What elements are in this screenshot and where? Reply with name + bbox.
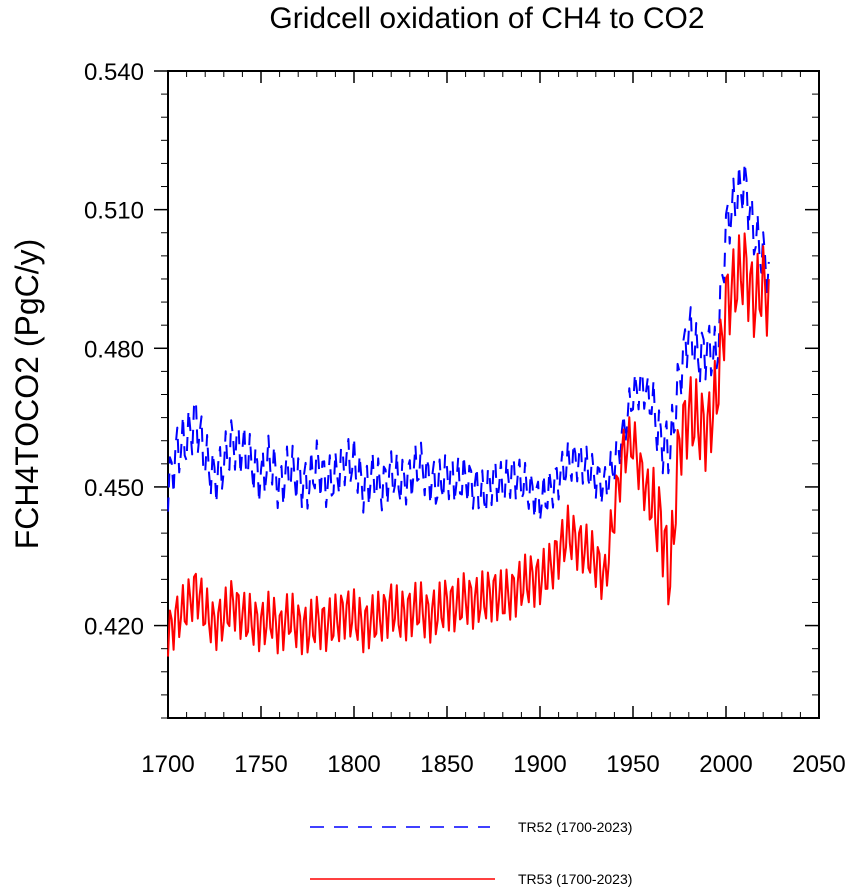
y-tick-label: 0.420 xyxy=(84,614,144,641)
x-tick-label: 1950 xyxy=(606,751,659,778)
x-tick-label: 1850 xyxy=(420,751,473,778)
x-tick-label: 1900 xyxy=(513,751,566,778)
series-line-tr52 xyxy=(167,161,770,522)
legend-label-tr53: TR53 (1700-2023) xyxy=(518,871,632,887)
y-tick-label: 0.480 xyxy=(84,336,144,363)
x-tick-label: 2000 xyxy=(699,751,752,778)
plot-area: 1700 1750 1800 1850 1900 1950 2000 2050 0.420 0.4… xyxy=(84,59,846,778)
x-tick-label: 1800 xyxy=(327,751,380,778)
series-layer xyxy=(167,161,770,657)
y-tick-label: 0.510 xyxy=(84,198,144,225)
legend-entry-tr52: TR52 (1700-2023) xyxy=(310,819,632,835)
y-tick-label: 0.450 xyxy=(84,475,144,502)
series-line-tr53 xyxy=(167,232,770,657)
plot-frame xyxy=(167,70,820,719)
x-tick-label: 1750 xyxy=(234,751,287,778)
x-tick-label: 2050 xyxy=(792,751,845,778)
y-tick-label: 0.540 xyxy=(84,59,144,86)
legend-entry-tr53: TR53 (1700-2023) xyxy=(310,871,632,887)
x-tick-label: 1700 xyxy=(141,751,194,778)
chart-title: Gridcell oxidation of CH4 to CO2 xyxy=(269,2,704,35)
legend-label-tr52: TR52 (1700-2023) xyxy=(518,819,632,835)
tick-layer: 1700 1750 1800 1850 1900 1950 2000 2050 0.420 0.4… xyxy=(84,59,846,778)
y-axis-label: FCH4TOCO2 (PgC/y) xyxy=(9,239,45,550)
legend: TR52 (1700-2023) TR53 (1700-2023) xyxy=(310,819,632,887)
